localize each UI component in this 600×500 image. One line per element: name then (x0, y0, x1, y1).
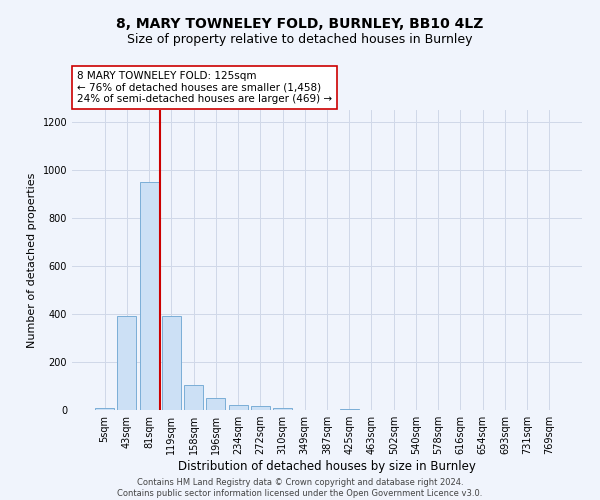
X-axis label: Distribution of detached houses by size in Burnley: Distribution of detached houses by size … (178, 460, 476, 473)
Text: 8, MARY TOWNELEY FOLD, BURNLEY, BB10 4LZ: 8, MARY TOWNELEY FOLD, BURNLEY, BB10 4LZ (116, 18, 484, 32)
Bar (251, 406, 270, 410)
Bar (206, 398, 225, 410)
Bar (162, 316, 181, 410)
Bar (140, 182, 158, 410)
Bar (95, 408, 114, 410)
Y-axis label: Number of detached properties: Number of detached properties (27, 172, 37, 348)
Text: Contains HM Land Registry data © Crown copyright and database right 2024.
Contai: Contains HM Land Registry data © Crown c… (118, 478, 482, 498)
Bar (184, 385, 203, 410)
Bar (118, 316, 136, 410)
Bar (340, 409, 359, 410)
Text: Size of property relative to detached houses in Burnley: Size of property relative to detached ho… (127, 32, 473, 46)
Bar (229, 405, 248, 410)
Bar (273, 408, 292, 410)
Text: 8 MARY TOWNELEY FOLD: 125sqm
← 76% of detached houses are smaller (1,458)
24% of: 8 MARY TOWNELEY FOLD: 125sqm ← 76% of de… (77, 71, 332, 104)
